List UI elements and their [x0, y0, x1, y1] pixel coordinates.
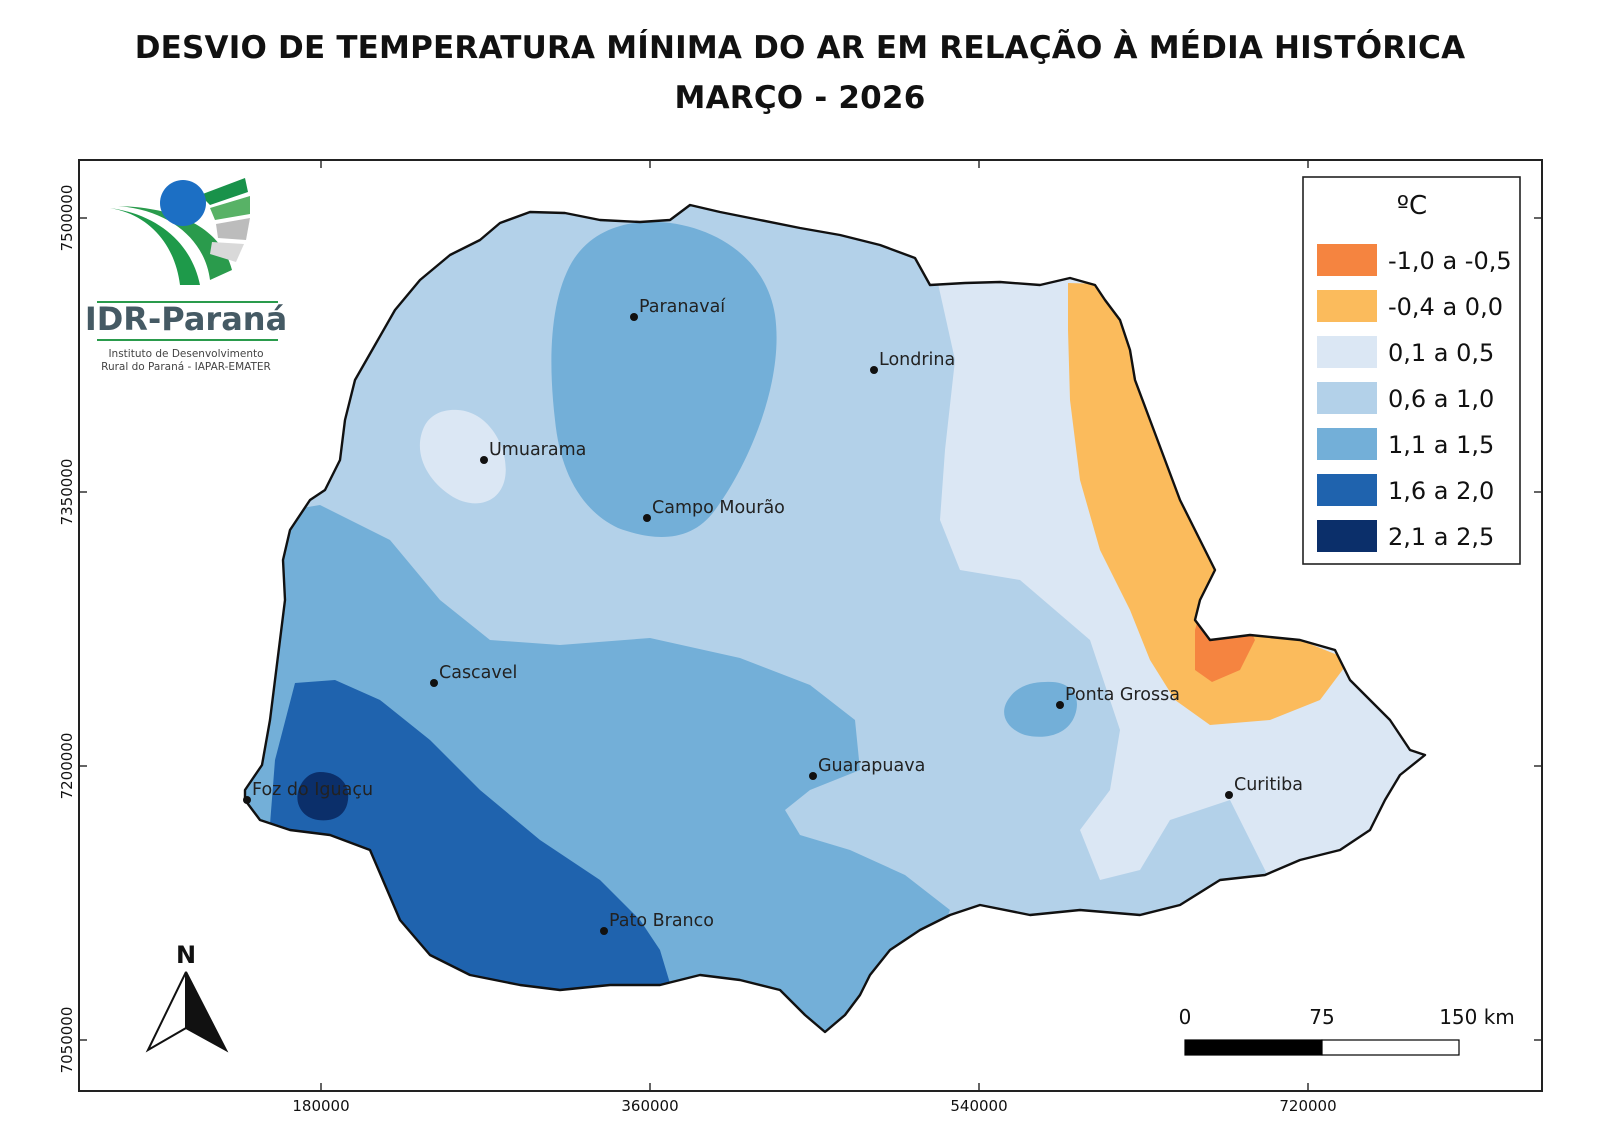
legend-title: ºC — [1397, 191, 1427, 221]
logo-stripe-icon — [210, 196, 250, 220]
scale-segment-black — [1184, 1039, 1323, 1056]
idr-parana-logo: IDR-Paraná Instituto de Desenvolvimento … — [85, 178, 287, 373]
city-label: Guarapuava — [818, 756, 925, 776]
y-tick-label: 7200000 — [58, 733, 76, 800]
map-title: DESVIO DE TEMPERATURA MÍNIMA DO AR EM RE… — [134, 30, 1466, 66]
scale-segment-white — [1321, 1039, 1460, 1056]
x-tick-label: 360000 — [621, 1097, 678, 1115]
legend-label: 1,1 a 1,5 — [1388, 431, 1494, 459]
scale-label: 75 — [1309, 1005, 1334, 1029]
legend-swatch — [1317, 336, 1377, 368]
legend-swatch — [1317, 290, 1377, 322]
city-pato-branco: Pato Branco — [600, 911, 714, 935]
city-paranavai: Paranavaí — [630, 297, 726, 321]
x-tick-label: 540000 — [950, 1097, 1007, 1115]
city-dot — [809, 772, 817, 780]
x-axis-ticks — [320, 160, 1309, 1091]
city-dot — [480, 456, 488, 464]
y-tick-label: 7500000 — [58, 185, 76, 252]
city-londrina: Londrina — [870, 350, 955, 374]
legend-items: -1,0 a -0,5 -0,4 a 0,0 0,1 a 0,5 0,6 a 1,0 1… — [1317, 244, 1512, 552]
city-guarapuava: Guarapuava — [809, 756, 925, 780]
city-dot — [243, 796, 251, 804]
city-umuarama: Umuarama — [480, 440, 586, 464]
legend-label: 0,6 a 1,0 — [1388, 385, 1494, 413]
city-dot — [630, 313, 638, 321]
y-axis-ticks — [79, 217, 1542, 1041]
city-curitiba: Curitiba — [1225, 775, 1303, 799]
logo-stripe-icon — [110, 208, 200, 285]
legend: ºC -1,0 a -0,5 -0,4 a 0,0 0,1 a 0,5 0,6 a 1… — [1302, 176, 1521, 565]
legend-swatch — [1317, 474, 1377, 506]
city-dot — [1056, 701, 1064, 709]
legend-swatch — [1317, 244, 1377, 276]
city-dot — [430, 679, 438, 687]
legend-label: 2,1 a 2,5 — [1388, 523, 1494, 551]
scale-label: 150 km — [1439, 1005, 1515, 1029]
north-label: N — [176, 941, 196, 969]
logo-stripe-icon — [210, 242, 244, 262]
city-dot — [643, 514, 651, 522]
logo-stripe-icon — [200, 178, 248, 205]
zone-1-1-to-1-5-ponta-grossa — [1004, 681, 1077, 737]
legend-label: -0,4 a 0,0 — [1388, 293, 1503, 321]
city-dot — [1225, 791, 1233, 799]
city-cascavel: Cascavel — [430, 663, 517, 687]
north-arrow-icon — [185, 971, 229, 1053]
logo-name: IDR-Paraná — [85, 300, 287, 338]
city-label: Campo Mourão — [652, 498, 785, 518]
legend-label: -1,0 a -0,5 — [1388, 247, 1512, 275]
zone-minus-0-4-to-0-0 — [1068, 283, 1350, 725]
zone-2-1-to-2-5 — [297, 772, 349, 821]
y-tick-label: 7350000 — [58, 459, 76, 526]
city-dot — [870, 366, 878, 374]
city-markers: Paranavaí Londrina Umuarama Campo Mourão… — [243, 297, 1303, 935]
zone-1-1-to-1-5-paranavai — [551, 221, 777, 537]
scale-bar: 0 75 150 km — [1179, 1005, 1515, 1056]
city-label: Cascavel — [439, 663, 517, 683]
city-label: Curitiba — [1234, 775, 1303, 795]
legend-label: 0,1 a 0,5 — [1388, 339, 1494, 367]
city-dot — [600, 927, 608, 935]
zone-0-1-to-0-5-umuarama — [419, 409, 506, 504]
x-tick-label: 720000 — [1279, 1097, 1336, 1115]
legend-swatch — [1317, 428, 1377, 460]
legend-label: 1,6 a 2,0 — [1388, 477, 1494, 505]
logo-subtitle: Rural do Paraná - IAPAR-EMATER — [101, 361, 271, 373]
legend-swatch — [1317, 520, 1377, 552]
state-outline — [243, 203, 1427, 1034]
city-label: Pato Branco — [609, 911, 714, 931]
city-campo-mourao: Campo Mourão — [643, 498, 785, 522]
scale-label: 0 — [1179, 1005, 1192, 1029]
city-label: Foz do Iguaçu — [252, 780, 373, 800]
logo-subtitle: Instituto de Desenvolvimento — [108, 348, 263, 360]
map-subtitle: MARÇO - 2026 — [674, 80, 926, 116]
city-foz-do-iguacu: Foz do Iguaçu — [243, 780, 373, 804]
city-label: Umuarama — [489, 440, 586, 460]
x-tick-label: 180000 — [292, 1097, 349, 1115]
city-ponta-grossa: Ponta Grossa — [1056, 685, 1180, 709]
logo-sphere-icon — [160, 180, 206, 226]
logo-stripe-icon — [216, 218, 250, 240]
city-label: Londrina — [879, 350, 955, 370]
city-label: Ponta Grossa — [1065, 685, 1180, 705]
legend-swatch — [1317, 382, 1377, 414]
city-label: Paranavaí — [639, 297, 726, 317]
north-arrow: N — [145, 941, 229, 1053]
y-tick-label: 7050000 — [58, 1007, 76, 1074]
